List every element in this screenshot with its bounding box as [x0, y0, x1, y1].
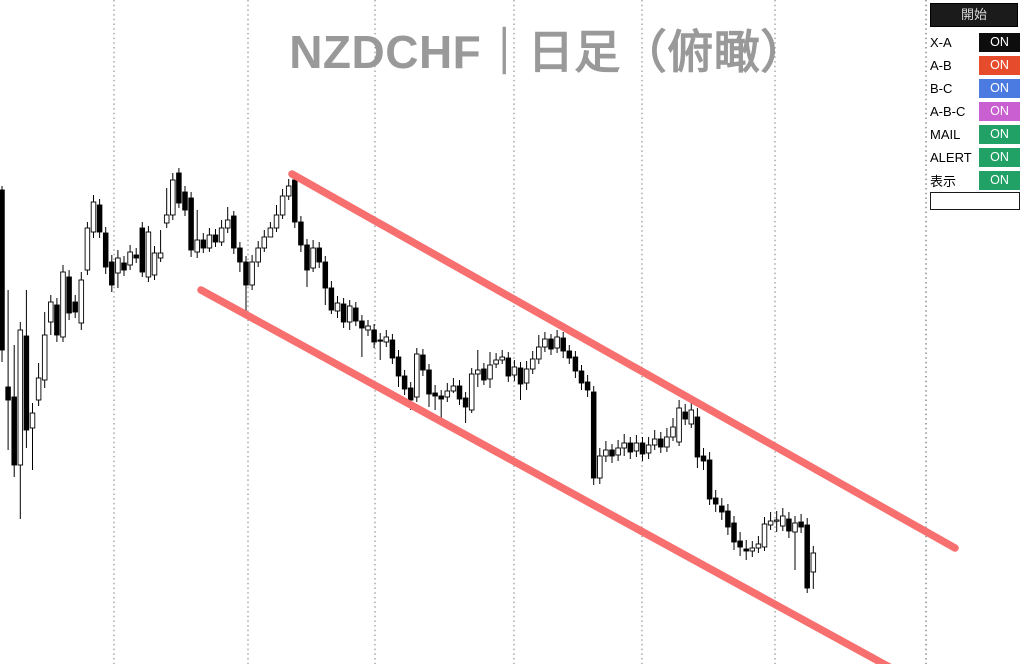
panel-row-display-toggle[interactable]: ON: [979, 171, 1020, 190]
panel-row-mail-label: MAIL: [930, 127, 961, 142]
trend-channel: [197, 170, 959, 664]
panel-row-x-a: X-A ON: [930, 31, 1020, 54]
panel-row-mail: MAIL ON: [930, 123, 1020, 146]
panel-row-b-c-toggle[interactable]: ON: [979, 79, 1020, 98]
channel-line-upper[interactable]: [288, 170, 959, 552]
panel-row-b-c-label: B-C: [930, 81, 953, 96]
panel-row-a-b-c: A-B-C ON: [930, 100, 1020, 123]
panel-input[interactable]: [930, 192, 1020, 210]
panel-row-alert: ALERT ON: [930, 146, 1020, 169]
panel-row-b-c: B-C ON: [930, 77, 1020, 100]
panel-row-display: 表示 ON: [930, 169, 1020, 192]
panel-row-x-a-label: X-A: [930, 35, 952, 50]
start-button[interactable]: 開始: [930, 3, 1018, 27]
gridlines: [113, 0, 927, 664]
ea-control-panel: 開始 X-A ON A-B ON B-C ON A-B-C ON MAIL ON ALERT ON 表示…: [930, 3, 1020, 210]
panel-row-a-b-toggle[interactable]: ON: [979, 56, 1020, 75]
panel-rows: X-A ON A-B ON B-C ON A-B-C ON MAIL ON ALERT ON 表示 ON: [930, 31, 1020, 192]
panel-row-a-b-c-toggle[interactable]: ON: [979, 102, 1020, 121]
panel-row-a-b-label: A-B: [930, 58, 952, 73]
panel-row-display-label: 表示: [930, 174, 957, 189]
candlesticks: [0, 168, 817, 593]
channel-line-lower[interactable]: [197, 286, 893, 664]
panel-row-mail-toggle[interactable]: ON: [979, 125, 1020, 144]
panel-row-x-a-toggle[interactable]: ON: [979, 33, 1020, 52]
panel-row-a-b-c-label: A-B-C: [930, 104, 966, 119]
panel-row-a-b: A-B ON: [930, 54, 1020, 77]
panel-row-alert-toggle[interactable]: ON: [979, 148, 1020, 167]
panel-row-alert-label: ALERT: [930, 150, 972, 165]
